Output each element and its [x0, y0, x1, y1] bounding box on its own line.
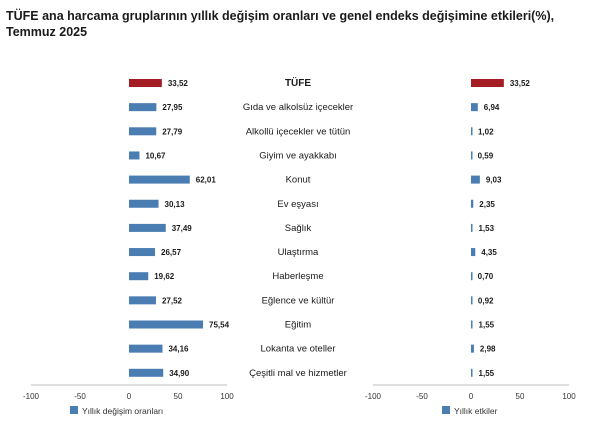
data-label: 1,55: [479, 321, 495, 330]
data-label: 34,90: [169, 369, 190, 378]
bar: [471, 344, 474, 353]
category-label: Eğlence ve kültür: [262, 295, 335, 306]
data-label: 2,98: [480, 345, 496, 354]
data-label: 1,53: [478, 224, 494, 233]
x-tick-label: -100: [23, 392, 40, 401]
category-label: Gıda ve alkolsüz içecekler: [243, 102, 353, 113]
data-label: 26,57: [161, 248, 182, 257]
category-label: Eğitim: [285, 320, 311, 331]
right-chart-annual-impact: -100 -50 0 50 100 33,52 6,94 1,02 0,59 9,03 2,35 1,…: [365, 79, 576, 416]
data-label: 62,01: [196, 176, 217, 185]
data-label: 0,70: [478, 272, 494, 281]
data-label: 27,79: [162, 127, 183, 136]
bar-tufe: [471, 79, 504, 87]
bar: [471, 151, 473, 160]
legend-swatch: [442, 406, 450, 414]
category-label: Çeşitli mal ve hizmetler: [249, 368, 347, 379]
category-label: Sağlık: [285, 223, 312, 234]
data-label: 0,59: [478, 151, 494, 160]
category-label: Alkollü içecekler ve tütün: [246, 126, 351, 137]
x-tick-label: -50: [416, 392, 428, 401]
bar: [129, 199, 159, 208]
data-label: 19,62: [154, 272, 175, 281]
bar: [129, 344, 163, 353]
bar: [129, 103, 157, 112]
bar: [129, 368, 164, 377]
x-tick-label: 50: [174, 392, 183, 401]
bar: [129, 127, 157, 136]
bar: [471, 296, 473, 305]
legend-label: Yıllık değişim oranları: [82, 406, 163, 416]
bar: [129, 272, 149, 281]
data-label: 4,35: [481, 248, 497, 257]
bar: [129, 223, 166, 232]
bar: [471, 320, 473, 329]
category-label: Giyim ve ayakkabı: [259, 150, 337, 161]
data-label: 75,54: [209, 321, 230, 330]
category-label: Haberleşme: [272, 271, 323, 282]
bar: [471, 127, 473, 136]
chart-title: TÜFE ana harcama gruplarının yıllık deği…: [6, 9, 555, 39]
bar: [471, 223, 473, 232]
bar: [129, 320, 204, 329]
bar: [129, 175, 190, 184]
legend-label: Yıllık etkiler: [454, 406, 498, 416]
bar: [129, 248, 156, 257]
x-tick-label: 100: [220, 392, 234, 401]
x-tick-label: 100: [562, 392, 576, 401]
bar: [471, 368, 473, 377]
data-label: 33,52: [510, 79, 531, 88]
category-labels: TÜFE Gıda ve alkolsüz içecekler Alkollü iç…: [243, 76, 353, 379]
data-label: 1,02: [478, 127, 494, 136]
category-label: Ulaştırma: [278, 247, 319, 258]
data-label: 2,35: [479, 200, 495, 209]
category-label: Ev eşyası: [277, 199, 318, 210]
x-tick-label: -50: [74, 392, 86, 401]
data-label: 6,94: [484, 103, 500, 112]
data-label: 37,49: [172, 224, 193, 233]
x-tick-label: 0: [127, 392, 132, 401]
x-tick-label: 50: [516, 392, 525, 401]
category-label: Konut: [286, 175, 311, 186]
x-tick-label: 0: [469, 392, 474, 401]
data-label: 27,52: [162, 296, 183, 305]
x-tick-label: -100: [365, 392, 382, 401]
data-label: 30,13: [165, 200, 186, 209]
bar: [471, 248, 476, 257]
left-chart-annual-change: -100 -50 0 50 100 33,52 27,95 27,79 10,67 62,01 30…: [23, 79, 234, 416]
category-label: Lokanta ve oteller: [261, 344, 336, 355]
data-label: 0,92: [478, 296, 494, 305]
category-label: TÜFE: [285, 76, 311, 89]
bar-tufe: [129, 79, 162, 87]
data-label: 1,55: [479, 369, 495, 378]
data-label: 34,16: [168, 345, 189, 354]
bar: [471, 199, 474, 208]
data-label: 10,67: [145, 151, 166, 160]
bar: [129, 296, 156, 305]
data-label: 33,52: [168, 79, 189, 88]
bar: [471, 175, 480, 184]
data-label: 9,03: [486, 176, 502, 185]
bar: [471, 272, 473, 281]
bar: [129, 151, 140, 160]
bar: [471, 103, 478, 112]
data-label: 27,95: [162, 103, 183, 112]
legend-swatch: [70, 406, 78, 414]
